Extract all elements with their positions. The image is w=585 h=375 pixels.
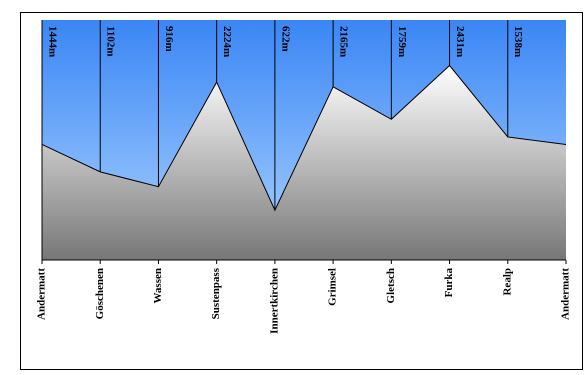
x-tick-label: Realp: [501, 268, 513, 296]
elevation-label: 2224m: [221, 26, 233, 57]
x-tick-label: Furka: [443, 268, 455, 298]
x-tick-label: Andermatt: [560, 268, 572, 320]
elevation-label: 622m: [279, 26, 291, 52]
x-tick-label: Wassen: [152, 268, 164, 303]
x-tick-label: Göschenen: [94, 268, 106, 319]
elevation-label: 2431m: [454, 26, 466, 57]
elevation-label: 1444m: [46, 26, 58, 57]
elevation-label: 2165m: [338, 26, 350, 57]
elevation-label: 1759m: [396, 26, 408, 57]
elevation-label: 1102m: [105, 26, 117, 57]
x-tick-label: Grimsel: [327, 268, 339, 306]
x-tick-label: Gletsch: [385, 268, 397, 303]
frame: [20, 12, 583, 370]
elevation-label: 1538m: [512, 26, 524, 57]
elevation-line: [41, 64, 567, 212]
elevation-area: [42, 65, 566, 261]
x-tick-label: Sustenpass: [210, 267, 222, 319]
x-tick-label: Andermatt: [36, 268, 48, 320]
x-tick-label: Innertkirchen: [268, 268, 280, 334]
elevation-label: 916m: [163, 26, 175, 52]
